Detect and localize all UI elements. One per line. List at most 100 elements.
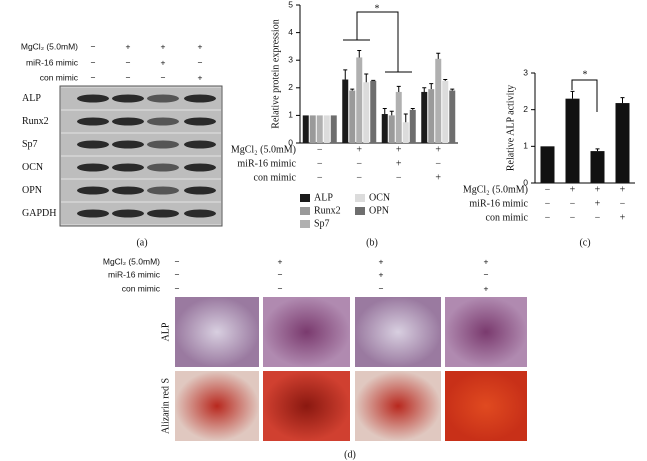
blot-band — [184, 186, 216, 195]
condition-sign: + — [620, 184, 626, 195]
blot-band — [112, 186, 144, 195]
condition-sign: − — [356, 158, 362, 169]
condition-label: MgCl₂ (5.0mM) — [463, 184, 528, 195]
bar — [349, 90, 356, 143]
blot-band — [112, 117, 144, 126]
blot-band — [184, 117, 216, 126]
blot-band — [147, 140, 179, 149]
blot-band — [77, 140, 109, 149]
blot-band — [112, 94, 144, 103]
condition-sign: − — [570, 198, 576, 209]
condition-sign: − — [126, 57, 131, 67]
bar — [316, 115, 323, 143]
bar — [590, 151, 605, 183]
condition-sign: − — [545, 198, 551, 209]
condition-sign: − — [435, 158, 441, 169]
condition-label: miR-16 mimic — [237, 158, 296, 169]
bar — [342, 79, 349, 143]
condition-label: miR-16 mimic — [26, 57, 79, 67]
condition-label: MgCl₂ (5.0mM) — [103, 256, 160, 266]
condition-label: miR-16 mimic — [108, 269, 161, 279]
y-tick-label: 1 — [523, 141, 528, 151]
condition-sign: + — [570, 184, 576, 195]
condition-sign: + — [620, 212, 626, 223]
error-bar — [620, 97, 625, 104]
legend-label: ALP — [314, 192, 333, 203]
error-bar — [350, 88, 355, 91]
blot-band — [184, 94, 216, 103]
condition-sign: + — [278, 256, 283, 266]
y-axis-label: Relative ALP activity — [505, 85, 516, 171]
blot-band — [147, 94, 179, 103]
condition-sign: − — [396, 172, 402, 183]
bar — [449, 90, 456, 143]
blot-band — [112, 163, 144, 172]
condition-label: con mimic — [486, 212, 529, 223]
bar — [395, 91, 402, 143]
error-bar — [357, 50, 362, 58]
condition-sign: + — [198, 41, 203, 51]
blot-band — [77, 163, 109, 172]
blot-frame — [59, 85, 223, 227]
legend-label: OPN — [369, 205, 389, 216]
bar — [402, 122, 409, 143]
blot-row-label: ALP — [22, 93, 41, 104]
blot-band — [184, 163, 216, 172]
bar — [302, 115, 309, 143]
legend-swatch — [300, 194, 310, 202]
condition-sign: − — [175, 283, 180, 293]
bar — [356, 57, 363, 143]
legend-swatch — [355, 207, 365, 215]
y-tick-label: 2 — [288, 82, 293, 92]
error-bar — [410, 108, 415, 110]
bar — [442, 80, 449, 143]
error-bar — [429, 83, 434, 90]
condition-label: MgCl₂ (5.0mM) — [21, 41, 78, 51]
blot-band — [77, 117, 109, 126]
row-label: Alizarin red S — [160, 378, 171, 434]
condition-label: con mimic — [122, 283, 161, 293]
condition-sign: − — [91, 41, 96, 51]
legend-label: Sp7 — [314, 218, 330, 229]
condition-sign: − — [595, 212, 601, 223]
row-label: ALP — [160, 322, 171, 341]
condition-sign: + — [126, 41, 131, 51]
blot-row-label: OCN — [22, 162, 43, 173]
condition-sign: − — [620, 198, 626, 209]
condition-sign: − — [545, 184, 551, 195]
staining-images — [175, 297, 527, 441]
error-bar — [595, 148, 600, 152]
condition-label: con mimic — [40, 72, 79, 82]
blot-band — [184, 209, 216, 218]
bar — [370, 80, 377, 143]
condition-sign: − — [161, 72, 166, 82]
blot-band — [184, 140, 216, 149]
error-bar — [371, 79, 376, 81]
y-axis-label: Relative protein expression — [270, 19, 281, 128]
error-bar — [443, 79, 448, 81]
error-bar — [364, 73, 369, 83]
condition-sign: − — [317, 172, 323, 183]
panel-label: (d) — [344, 449, 356, 460]
y-tick-label: 3 — [288, 54, 293, 64]
condition-label: con mimic — [254, 172, 297, 183]
condition-sign: + — [484, 283, 489, 293]
legend-label: Runx2 — [314, 205, 341, 216]
bar — [363, 82, 370, 143]
bar — [435, 58, 442, 143]
error-bar — [343, 69, 348, 80]
condition-sign: + — [484, 256, 489, 266]
error-bar — [403, 113, 408, 123]
condition-sign: − — [278, 269, 283, 279]
legend-label: OCN — [369, 192, 390, 203]
error-bar — [382, 108, 387, 115]
condition-sign: + — [161, 41, 166, 51]
bar — [330, 115, 337, 143]
condition-sign: + — [435, 144, 441, 155]
blot-band — [112, 209, 144, 218]
blot-band — [147, 186, 179, 195]
bar — [540, 146, 555, 183]
blot-row-label: Sp7 — [22, 139, 38, 150]
error-bar — [450, 88, 455, 91]
